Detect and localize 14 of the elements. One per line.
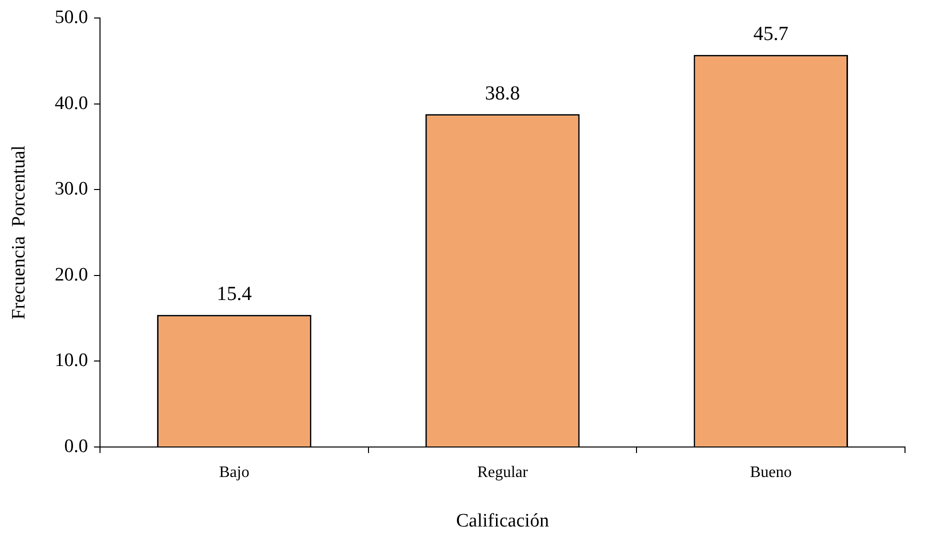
data-label: 45.7: [753, 23, 788, 46]
x-tick-label: Regular: [477, 464, 529, 481]
y-tick-label: 10.0: [54, 350, 88, 372]
y-tick-label: 20.0: [54, 264, 88, 286]
x-axis-title: Calificación: [456, 510, 550, 532]
y-tick-label: 50.0: [54, 6, 88, 28]
x-tick-label: Bajo: [219, 464, 250, 481]
data-label: 38.8: [485, 82, 520, 104]
data-label: 15.4: [216, 283, 252, 306]
y-tick-label: 0.0: [64, 436, 88, 457]
y-tick-label: 40.0: [54, 92, 88, 114]
y-tick-label: 30.0: [54, 178, 88, 200]
y-axis-title: Frecuencia Porcentual: [8, 145, 30, 320]
x-tick-label: Bueno: [750, 464, 792, 481]
